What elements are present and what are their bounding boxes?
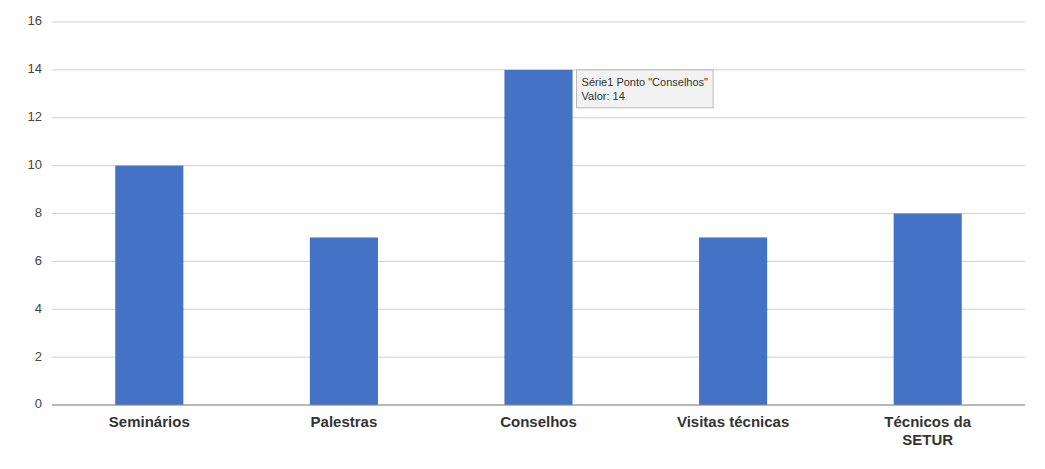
y-tick-label: 0	[35, 396, 42, 411]
x-tick-label: Visitas técnicas	[677, 413, 789, 430]
tooltip-box	[577, 70, 714, 108]
y-tick-label: 2	[35, 349, 42, 364]
x-tick-label: Palestras	[311, 413, 378, 430]
y-tick-label: 16	[28, 13, 42, 28]
bar	[894, 214, 962, 406]
chart-container: 0 2 4 6 8 10 12 14 16 Seminários Palestras Conselho…	[0, 0, 1045, 469]
x-tick-label: Seminários	[109, 413, 190, 430]
x-tick-label: Conselhos	[500, 413, 577, 430]
grid-line	[52, 405, 1025, 406]
bar	[699, 237, 767, 405]
bar	[504, 70, 572, 405]
annotation: Série1 Ponto "Conselhos"Valor: 14	[582, 76, 709, 102]
y-tick-label: 8	[35, 205, 42, 220]
y-grid	[52, 22, 1025, 405]
y-tick-label: 10	[28, 157, 42, 172]
bar	[310, 237, 378, 405]
x-tick-label: Técnicos daSETUR	[884, 413, 971, 448]
bars	[115, 70, 962, 405]
bar	[115, 166, 183, 405]
tooltip: Série1 Ponto "Conselhos"Valor: 14	[577, 70, 714, 108]
y-tick-label: 12	[28, 109, 42, 124]
x-axis-line	[52, 405, 1025, 406]
grid-line	[52, 22, 1025, 23]
chart: 0 2 4 6 8 10 12 14 16 Seminários Palestras Conselho…	[0, 0, 1045, 469]
y-tick-label: 6	[35, 253, 42, 268]
y-tick-label: 14	[28, 61, 42, 76]
y-tick-label: 4	[35, 301, 42, 316]
